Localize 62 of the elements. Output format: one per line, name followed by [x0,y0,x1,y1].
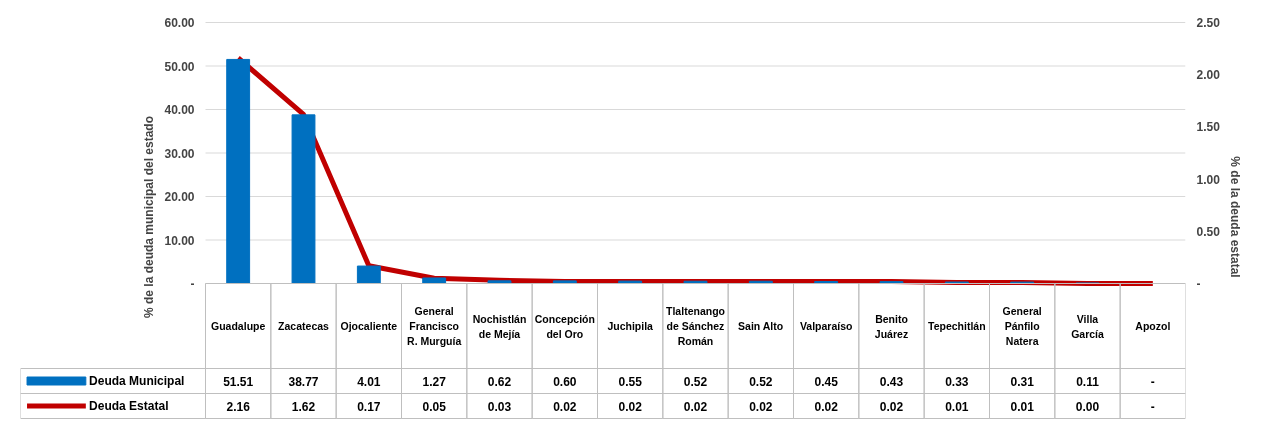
y-tick-label: 40.00 [164,103,195,117]
x-tick-label: Tepechitlán [928,320,986,332]
data-label: 4.01 [357,374,381,389]
legend-label: Deuda Estatal [89,399,169,413]
data-label: 0.02 [683,399,708,414]
data-label: 2.16 [226,399,251,414]
data-label: 0.02 [553,399,577,414]
x-tick-label: Concepción del Oro [534,312,595,340]
y-tick-label: 10.00 [164,233,195,248]
data-label: 0.33 [945,374,969,389]
y2-tick-label: - [1196,277,1201,291]
x-tick-label: Zacatecas [278,320,330,332]
x-tick-label: Juchipila [607,320,654,332]
data-label: 0.55 [618,374,643,389]
data-label: 0.02 [879,399,904,414]
x-tick-label: Apozol [1135,320,1171,332]
data-label: 0.03 [487,399,512,414]
data-label: 1.27 [422,374,447,389]
y-tick-label: - [190,277,195,291]
data-label: 0.01 [945,399,969,414]
data-label: 0.52 [749,374,773,389]
y-tick-label: 30.00 [164,146,195,161]
x-tick-label: General Francisco R. Murguía [407,305,462,347]
data-label: 0.31 [1010,374,1035,389]
y-tick-label: 50.00 [164,59,195,74]
data-label: 0.02 [618,399,643,414]
data-label: 1.62 [291,399,316,414]
data-label: 0.05 [422,399,447,414]
data-label: - [1150,399,1155,414]
x-tick-label: Guadalupe [211,320,266,332]
data-label: - [1150,374,1155,389]
data-label: 0.02 [814,399,839,414]
y2-tick-label: 1.00 [1196,172,1221,187]
y-tick-label: 60.00 [164,16,195,30]
x-tick-label: General Pánfilo Natera [1002,305,1042,347]
y2-tick-label: 2.00 [1196,68,1221,83]
legend-label: Deuda Municipal [89,374,185,388]
data-label: 0.45 [814,374,839,389]
data-label: 0.00 [1075,399,1100,414]
x-tick-label: Sain Alto [738,320,784,332]
data-label: 0.60 [553,374,577,389]
data-label: 51.51 [223,374,254,389]
y-axis-title: % de la deuda municipal del estado [142,115,157,319]
y2-axis-title: % de la deuda estatal [1227,156,1242,278]
x-tick-label: Villa García [1071,312,1105,340]
data-label: 0.52 [683,374,708,389]
data-label: 0.11 [1076,374,1100,389]
data-label: 0.62 [487,374,512,389]
data-label: 38.77 [288,374,319,389]
data-label: 0.01 [1010,399,1035,414]
data-label: 0.43 [879,374,904,389]
data-label: 0.17 [357,399,381,414]
x-tick-label: Benito Juárez [874,312,909,340]
y2-tick-label: 0.50 [1196,224,1221,239]
data-label: 0.02 [749,399,773,414]
y2-tick-label: 1.50 [1196,120,1221,135]
y-tick-label: 20.00 [164,190,195,204]
y2-tick-label: 2.50 [1196,16,1221,30]
x-tick-label: Valparaíso [799,320,853,332]
x-tick-label: Tlaltenango de Sánchez Román [666,305,725,347]
x-tick-label: Ojocaliente [340,320,398,332]
x-tick-label: Nochistlán de Mejía [472,312,527,340]
